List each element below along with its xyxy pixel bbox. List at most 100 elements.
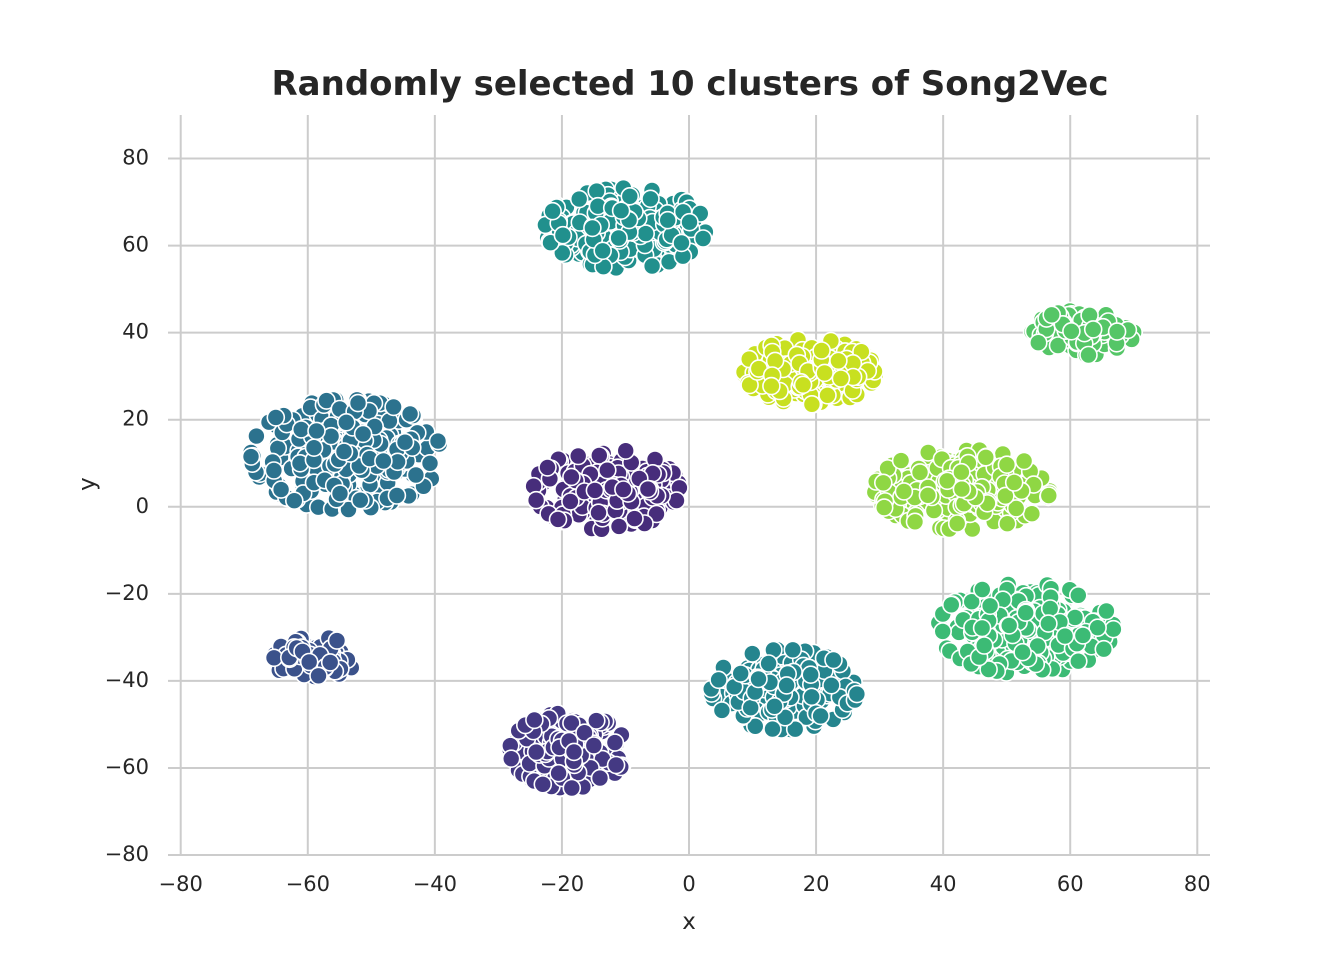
scatter-point	[815, 363, 834, 383]
scatter-point	[672, 233, 691, 253]
scatter-point	[1039, 486, 1059, 505]
scatter-point	[1016, 603, 1035, 623]
scatter-point	[824, 650, 843, 670]
scatter-point	[564, 742, 584, 762]
scatter-point	[585, 481, 605, 500]
scatter-point	[609, 517, 629, 536]
scatter-point	[997, 514, 1017, 534]
scatter-point	[291, 420, 311, 439]
scatter-point	[562, 467, 581, 487]
scatter-point	[1083, 320, 1103, 339]
scatter-point	[317, 391, 336, 410]
y-tick-label: 20	[122, 407, 149, 431]
scatter-point	[575, 723, 594, 743]
scatter-point	[693, 229, 713, 248]
scatter-point	[802, 687, 822, 707]
scatter-point	[759, 654, 778, 673]
scatter-point	[962, 592, 982, 612]
scatter-point	[997, 455, 1017, 475]
scatter-point	[636, 224, 656, 243]
scatter-point	[384, 397, 403, 417]
scatter-point	[616, 441, 636, 461]
scatter-point	[605, 733, 625, 752]
scatter-point	[894, 482, 914, 501]
scatter-point	[1104, 619, 1123, 639]
scatter-point	[801, 665, 821, 685]
scatter-point	[320, 653, 340, 672]
scatter-point	[538, 458, 557, 477]
scatter-point	[395, 432, 415, 452]
scatter-point	[1107, 322, 1127, 341]
y-tick-label: 0	[136, 494, 149, 518]
scatter-point	[763, 719, 782, 739]
scatter-point	[264, 648, 284, 668]
scatter-point	[996, 486, 1015, 506]
scatter-point	[783, 640, 803, 660]
scatter-point	[553, 225, 573, 245]
scatter-point	[1097, 601, 1116, 621]
scatter-point	[1013, 642, 1032, 662]
scatter-point	[568, 446, 588, 466]
scatter-point	[1094, 639, 1114, 659]
scatter-point	[526, 490, 546, 510]
scatter-point	[812, 341, 831, 360]
scatter-point	[609, 228, 628, 248]
scatter-point	[765, 696, 784, 716]
x-tick-label: −20	[540, 872, 584, 896]
scatter-point	[891, 451, 911, 470]
scatter-point	[947, 514, 967, 533]
scatter-point	[1004, 473, 1024, 492]
scatter-point	[1069, 651, 1088, 671]
scatter-point	[593, 241, 613, 261]
scatter-point	[638, 479, 658, 499]
scatter-point	[1069, 585, 1088, 605]
scatter-point	[974, 636, 994, 655]
scatter-point	[1048, 336, 1068, 355]
scatter-point	[1073, 626, 1093, 645]
scatter-point	[299, 652, 319, 672]
x-axis-label: x	[682, 909, 696, 935]
scatter-point	[1039, 614, 1058, 633]
x-tick-label: 40	[930, 872, 957, 896]
scatter-point	[620, 187, 640, 206]
scatter-point	[1055, 626, 1075, 646]
scatter-point	[712, 701, 732, 720]
scatter-point	[611, 201, 631, 220]
scatter-point	[264, 461, 284, 480]
x-tick-label: 20	[803, 872, 830, 896]
scatter-point	[374, 451, 393, 471]
scatter-point	[905, 512, 925, 532]
scatter-point	[562, 778, 582, 798]
scatter-point	[387, 486, 407, 505]
x-tick-label: −60	[286, 872, 330, 896]
scatter-point	[307, 421, 326, 441]
scatter-point	[348, 393, 368, 413]
scatter-point	[1062, 321, 1081, 341]
y-tick-label: 60	[122, 233, 149, 257]
scatter-point	[271, 480, 291, 499]
scatter-point	[304, 438, 324, 458]
scatter-point	[918, 485, 938, 505]
scatter-point	[583, 218, 602, 238]
y-axis-label: y	[75, 477, 101, 491]
scatter-point	[561, 492, 580, 511]
scatter-point	[614, 480, 633, 499]
scatter-point	[336, 412, 356, 432]
y-tick-label: −40	[105, 668, 149, 692]
scatter-point	[647, 504, 666, 524]
scatter-point	[777, 676, 796, 695]
scatter-point	[533, 774, 553, 794]
x-tick-label: −40	[413, 872, 457, 896]
scatter-point	[350, 490, 370, 510]
scatter-point	[625, 509, 644, 528]
scatter-point	[400, 404, 420, 424]
scatter-point	[406, 465, 426, 485]
scatter-point	[526, 742, 546, 762]
scatter-point	[972, 618, 992, 638]
chart-title: Randomly selected 10 clusters of Song2Ve…	[271, 64, 1109, 104]
scatter-point	[428, 431, 448, 451]
scatter-point	[266, 408, 286, 427]
scatter-point	[979, 660, 998, 679]
scatter-point	[952, 479, 972, 499]
scatter-point	[762, 376, 781, 396]
